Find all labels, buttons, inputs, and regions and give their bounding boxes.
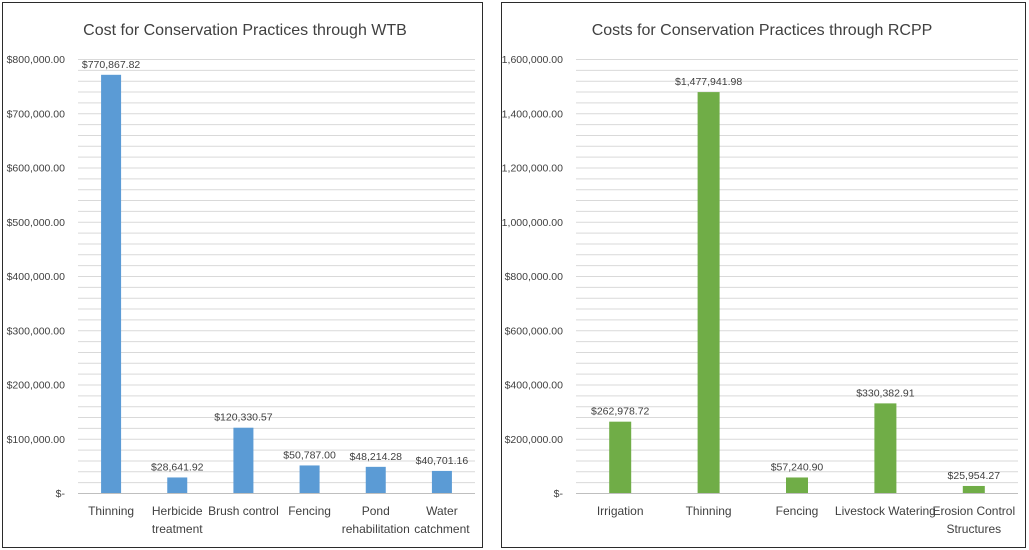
data-label: $25,954.27: [948, 470, 1001, 482]
category-label: Irrigation: [597, 504, 644, 518]
bar: [431, 470, 452, 493]
category-label: Livestock Watering: [835, 504, 936, 518]
y-tick-label: $600,000.00: [7, 163, 66, 175]
data-label: $40,701.16: [416, 455, 469, 467]
category-label: Fencing: [776, 504, 819, 518]
category-label: rehabilitation: [342, 522, 410, 536]
data-label: $48,214.28: [349, 451, 402, 463]
rcpp-bar-chart: Costs for Conservation Practices through…: [502, 22, 1018, 536]
data-label: $262,978.72: [591, 406, 650, 418]
chart-title: Costs for Conservation Practices through…: [592, 22, 933, 39]
category-label: Fencing: [288, 504, 331, 518]
category-label: Thinning: [88, 504, 134, 518]
bar: [365, 466, 386, 493]
y-tick-label: $100,000.00: [7, 434, 66, 446]
category-label: Herbicide: [152, 504, 203, 518]
y-tick-label: $300,000.00: [7, 325, 66, 337]
bar: [299, 465, 320, 493]
category-label: Thinning: [686, 504, 732, 518]
y-tick-label: $-: [554, 488, 564, 500]
data-label: $120,330.57: [214, 412, 273, 424]
bar: [962, 485, 985, 493]
data-label: $50,787.00: [283, 449, 336, 461]
y-tick-label: $1,200,000.00: [502, 163, 563, 175]
y-tick-label: $600,000.00: [505, 325, 564, 337]
y-tick-label: $800,000.00: [505, 271, 564, 283]
y-tick-label: $1,400,000.00: [502, 108, 563, 120]
category-label: Water: [426, 504, 458, 518]
y-tick-label: $400,000.00: [7, 271, 66, 283]
wtb-chart-panel: Cost for Conservation Practices through …: [2, 2, 483, 548]
chart-title: Cost for Conservation Practices through …: [83, 22, 407, 39]
y-tick-label: $200,000.00: [505, 434, 564, 446]
bar: [101, 74, 122, 494]
bar: [233, 427, 254, 493]
bar: [167, 477, 188, 493]
y-tick-label: $200,000.00: [7, 380, 66, 392]
y-tick-label: $1,600,000.00: [502, 54, 563, 66]
data-label: $28,641.92: [151, 461, 204, 473]
category-label: Structures: [946, 522, 1001, 536]
category-label: Erosion Control: [932, 504, 1015, 518]
y-tick-label: $400,000.00: [505, 380, 564, 392]
data-label: $330,382.91: [856, 387, 915, 399]
category-label: catchment: [414, 522, 470, 536]
bar: [697, 92, 720, 493]
data-label: $770,867.82: [82, 59, 141, 71]
y-tick-label: $-: [56, 488, 66, 500]
category-label: Pond: [362, 504, 390, 518]
data-label: $57,240.90: [771, 461, 824, 473]
y-tick-label: $800,000.00: [7, 54, 66, 66]
wtb-bar-chart: Cost for Conservation Practices through …: [7, 22, 475, 536]
bar: [786, 477, 808, 493]
bar: [874, 403, 897, 493]
y-tick-label: $1,000,000.00: [502, 217, 563, 229]
data-label: $1,477,941.98: [675, 76, 742, 88]
y-tick-label: $700,000.00: [7, 108, 66, 120]
bar: [609, 421, 632, 493]
rcpp-chart-panel: Costs for Conservation Practices through…: [501, 2, 1026, 548]
category-label: treatment: [152, 522, 203, 536]
category-label: Brush control: [208, 504, 279, 518]
y-tick-label: $500,000.00: [7, 217, 66, 229]
